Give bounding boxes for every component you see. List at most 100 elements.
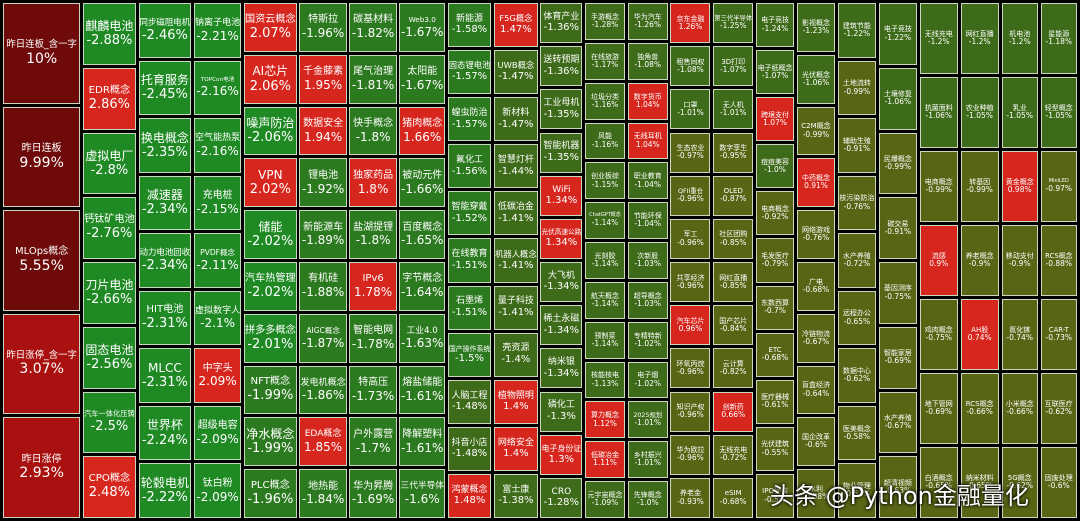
treemap-cell[interactable]: 特高压 -1.73% xyxy=(349,365,397,415)
treemap-cell[interactable]: EDA概念 1.85% xyxy=(299,417,347,467)
treemap-cell[interactable]: 流感 0.9% xyxy=(919,225,958,296)
treemap-cell[interactable]: 有机硅 -1.88% xyxy=(299,262,347,311)
treemap-cell[interactable]: 独角兽 -1.08% xyxy=(627,42,668,80)
treemap-cell[interactable]: 工业母机 -1.35% xyxy=(540,89,583,130)
treemap-cell[interactable]: 算力概念 1.12% xyxy=(585,401,625,439)
treemap-cell[interactable]: 新能源车 -1.89% xyxy=(299,210,347,259)
treemap-cell[interactable]: 光刻胶 -1.14% xyxy=(585,242,625,279)
treemap-cell[interactable]: 虚拟电厂 -2.8% xyxy=(83,132,136,195)
treemap-cell[interactable]: 先锋概念 -1.0% xyxy=(627,481,668,518)
treemap-cell[interactable]: 氮化镓 -0.74% xyxy=(1001,299,1038,370)
treemap-cell[interactable]: 净水概念 -1.99% xyxy=(243,417,297,467)
treemap-cell[interactable]: 医疗器械 -0.61% xyxy=(755,379,795,424)
treemap-cell[interactable]: EDR概念 2.86% xyxy=(83,67,136,130)
treemap-cell[interactable]: 猪肉概念 1.66% xyxy=(399,106,445,156)
treemap-cell[interactable]: 建筑节能 -1.22% xyxy=(837,3,877,58)
treemap-cell[interactable]: 中字头 2.09% xyxy=(193,348,242,403)
treemap-cell[interactable]: 固废处理 -0.6% xyxy=(1040,447,1077,518)
treemap-cell[interactable]: 电子烟 -1.02% xyxy=(627,361,668,399)
treemap-cell[interactable]: 电商概念 -0.92% xyxy=(755,191,795,236)
treemap-cell[interactable]: 毛发医疗 -0.79% xyxy=(755,238,795,283)
treemap-cell[interactable]: 鸿蒙概念 1.48% xyxy=(447,473,492,518)
treemap-cell[interactable]: 人脑工程 -1.48% xyxy=(447,379,492,424)
treemap-cell[interactable]: 汽车芯片 0.96% xyxy=(670,305,711,346)
treemap-cell[interactable]: 机电池 -1.2% xyxy=(1001,3,1038,74)
treemap-cell[interactable]: 盲盒经济 -0.64% xyxy=(796,365,836,415)
treemap-cell[interactable]: 特斯拉 -1.96% xyxy=(299,3,347,52)
treemap-cell[interactable]: 快手概念 -1.8% xyxy=(349,106,397,156)
treemap-cell[interactable]: 世界杯 -2.24% xyxy=(138,405,192,461)
treemap-cell[interactable]: VPN 2.02% xyxy=(243,158,297,208)
treemap-cell[interactable]: 水产养殖 -0.72% xyxy=(837,233,877,288)
treemap-cell[interactable]: 节能环保 -1.04% xyxy=(627,202,668,240)
treemap-cell[interactable]: 社区团购 -0.85% xyxy=(713,218,754,259)
treemap-cell[interactable]: C2M概念 -0.99% xyxy=(796,106,836,156)
treemap-cell[interactable]: 富士康 -1.38% xyxy=(494,473,538,518)
treemap-cell[interactable]: 在线教育 -1.51% xyxy=(447,238,492,283)
treemap-cell[interactable]: 氟化工 -1.56% xyxy=(447,144,492,189)
treemap-cell[interactable]: 同步磁阻电机 -2.46% xyxy=(138,3,192,58)
treemap-cell[interactable]: 数据安全 1.94% xyxy=(299,106,347,156)
treemap-cell[interactable]: 转基因 -0.99% xyxy=(960,151,999,222)
treemap-cell[interactable]: 纳米银 -1.34% xyxy=(540,348,583,389)
treemap-cell[interactable]: 互联医疗 -0.62% xyxy=(1040,373,1077,444)
treemap-cell[interactable]: 托育服务 -2.45% xyxy=(138,60,192,116)
treemap-cell[interactable]: 基因测序 -0.75% xyxy=(878,262,917,324)
treemap-cell[interactable]: 尾气治理 -1.81% xyxy=(349,54,397,104)
treemap-cell[interactable]: 黄金概念 0.98% xyxy=(1001,151,1038,222)
treemap-cell[interactable]: 汽车一体化压铸 -2.5% xyxy=(83,391,136,454)
treemap-cell[interactable]: 光伏建筑 -0.55% xyxy=(755,426,795,471)
treemap-cell[interactable]: 星能源 -1.18% xyxy=(1040,3,1077,74)
treemap-cell[interactable]: 电子竞技 -1.22% xyxy=(878,3,917,65)
treemap-cell[interactable]: 广电 -0.68% xyxy=(796,262,836,311)
treemap-cell[interactable]: 网络游戏 -0.76% xyxy=(796,210,836,259)
treemap-cell[interactable]: 充电桩 -2.15% xyxy=(193,175,242,231)
treemap-cell[interactable]: 户外露营 -1.7% xyxy=(349,417,397,467)
treemap-cell[interactable]: 昨日连板 9.99% xyxy=(3,106,81,208)
treemap-cell[interactable]: 大飞机 -1.34% xyxy=(540,262,583,303)
treemap-cell[interactable]: 国资云概念 2.07% xyxy=(243,3,297,52)
treemap-cell[interactable]: 生态农业 -0.97% xyxy=(670,132,711,173)
treemap-cell[interactable]: 抗菌面料 -1.06% xyxy=(919,77,958,148)
treemap-cell[interactable]: 医美概念 -0.58% xyxy=(837,405,877,461)
treemap-cell[interactable]: 次新股 -1.03% xyxy=(627,242,668,279)
treemap-cell[interactable]: 地热能 -1.84% xyxy=(299,469,347,518)
treemap-cell[interactable]: 乳业 -1.05% xyxy=(1001,77,1038,148)
treemap-cell[interactable]: 固态锂电池 -1.57% xyxy=(447,50,492,95)
treemap-cell[interactable]: 体育产业 -1.36% xyxy=(540,3,583,44)
treemap-cell[interactable]: 民爆概念 -0.99% xyxy=(878,132,917,195)
treemap-cell[interactable]: 换电概念 -2.35% xyxy=(138,118,192,173)
treemap-cell[interactable]: 昨日连板_含一字 10% xyxy=(3,3,81,104)
treemap-cell[interactable]: 机器人概念 -1.41% xyxy=(494,238,538,283)
treemap-cell[interactable]: 送转预期 -1.36% xyxy=(540,46,583,87)
treemap-cell[interactable]: 百度概念 -1.65% xyxy=(399,210,445,259)
treemap-cell[interactable]: 水产养殖 -0.67% xyxy=(878,391,917,454)
treemap-cell[interactable]: 熔盐储能 -1.61% xyxy=(399,365,445,415)
treemap-cell[interactable]: ETC -0.68% xyxy=(755,332,795,377)
treemap-cell[interactable]: 超级电容 -2.09% xyxy=(193,405,242,461)
treemap-cell[interactable]: 无线耳机 1.04% xyxy=(627,122,668,160)
treemap-cell[interactable]: WiFi 1.34% xyxy=(540,175,583,216)
treemap-cell[interactable]: 跨境支付 1.07% xyxy=(755,97,795,142)
treemap-cell[interactable]: 垃圾分类 -1.16% xyxy=(585,82,625,120)
treemap-cell[interactable]: 共享经济 -0.96% xyxy=(670,262,711,303)
treemap-cell[interactable]: PVDF概念 -2.11% xyxy=(193,233,242,288)
treemap-cell[interactable]: Web3.0 -1.67% xyxy=(399,3,445,52)
treemap-cell[interactable]: 3D打印 -1.07% xyxy=(713,46,754,87)
treemap-cell[interactable]: 航天概念 -1.14% xyxy=(585,281,625,319)
treemap-cell[interactable]: 太阳能 -1.67% xyxy=(399,54,445,104)
treemap-cell[interactable]: 蝗虫防治 -1.57% xyxy=(447,97,492,142)
treemap-cell[interactable]: ChatGPT概念 -1.14% xyxy=(585,202,625,240)
treemap-cell[interactable]: 移动支付 -0.9% xyxy=(1001,225,1038,296)
treemap-cell[interactable]: TOPCon电池 -2.16% xyxy=(193,60,242,116)
treemap-cell[interactable]: 智能穿戴 -1.52% xyxy=(447,191,492,236)
treemap-cell[interactable]: 钠离子电池 -2.21% xyxy=(193,3,242,58)
treemap-cell[interactable]: 植物照明 1.4% xyxy=(494,379,538,424)
treemap-cell[interactable]: 发电机概念 -1.86% xyxy=(299,365,347,415)
treemap-cell[interactable]: 物业管理 -0.52% xyxy=(837,463,877,518)
treemap-cell[interactable]: 昨日涨停_含一字 3.07% xyxy=(3,313,81,415)
treemap-cell[interactable]: 新能源 -1.58% xyxy=(447,3,492,48)
treemap-cell[interactable]: 养老金 -0.93% xyxy=(670,477,711,518)
treemap-cell[interactable]: 中药概念 0.91% xyxy=(796,158,836,208)
treemap-cell[interactable]: 环氧丙烷 -0.96% xyxy=(670,348,711,389)
